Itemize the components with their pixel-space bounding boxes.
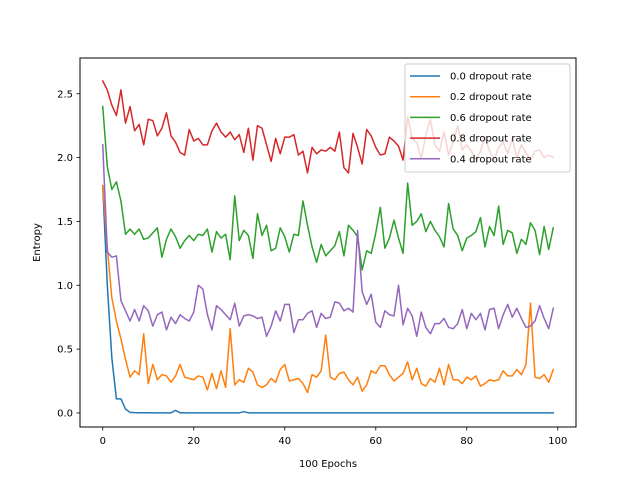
x-axis-label: 100 Epochs	[299, 459, 357, 470]
legend-label-4: 0.4 dropout rate	[450, 154, 532, 165]
legend-label-2: 0.6 dropout rate	[450, 113, 532, 124]
x-tick-label: 40	[278, 436, 291, 447]
y-tick-label: 0.5	[57, 345, 73, 356]
y-tick-label: 2.5	[57, 89, 73, 100]
x-axis-ticks: 0 20 40 60 80 100	[100, 427, 567, 447]
legend-label-1: 0.2 dropout rate	[450, 92, 532, 103]
x-tick-label: 20	[187, 436, 200, 447]
axes-frame	[79, 57, 577, 428]
x-tick-label: 100	[548, 436, 567, 447]
legend: 0.0 dropout rate 0.2 dropout rate 0.6 drop…	[404, 63, 571, 173]
series-line-0	[101, 184, 554, 414]
y-tick-label: 2.0	[57, 153, 73, 164]
x-tick-label: 60	[369, 436, 382, 447]
series-line-2	[101, 105, 555, 271]
series-line-4	[101, 144, 555, 338]
y-tick-label: 1.0	[57, 281, 73, 292]
legend-frame	[404, 63, 571, 173]
y-tick-label: 0.0	[57, 408, 73, 419]
x-tick-label: 0	[100, 436, 106, 447]
legend-label-3: 0.8 dropout rate	[450, 134, 532, 145]
y-axis-ticks: 0.0 0.5 1.0 1.5 2.0 2.5	[57, 89, 80, 419]
series-line-1	[101, 184, 555, 394]
legend-label-0: 0.0 dropout rate	[450, 72, 532, 83]
y-axis-label: Entropy	[32, 223, 43, 262]
series-lines	[101, 79, 555, 414]
y-tick-label: 1.5	[57, 217, 73, 228]
x-tick-label: 80	[460, 436, 473, 447]
